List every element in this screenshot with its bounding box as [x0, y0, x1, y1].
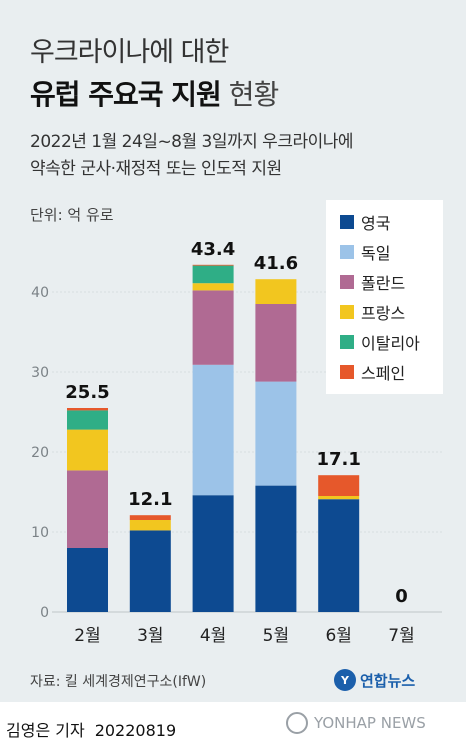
- bar-segment: [67, 410, 108, 430]
- legend-label: 독일: [361, 244, 391, 263]
- bar-segment: [318, 499, 360, 612]
- subtitle: 2022년 1월 24일~8월 3일까지 우크라이나에 약속한 군사·재정적 또…: [30, 129, 354, 183]
- x-tick-label: 6월: [325, 626, 351, 646]
- yonhap-logo: Y 연합뉴스: [334, 668, 415, 692]
- watermark-icon: [286, 712, 308, 734]
- bar-segment: [192, 265, 234, 284]
- x-tick-label: 3월: [137, 626, 163, 646]
- legend-label: 프랑스: [361, 304, 406, 323]
- yonhap-logo-text: 연합뉴스: [360, 671, 416, 690]
- legend-item: 영국: [340, 211, 390, 233]
- title-bold: 유럽 주요국 지원: [30, 78, 222, 111]
- title-line1: 우크라이나에 대한: [30, 37, 229, 68]
- legend-swatch: [340, 275, 354, 289]
- bar-segment: [318, 475, 360, 496]
- bar-segment: [255, 485, 297, 612]
- y-tick-label: 20: [31, 445, 49, 461]
- bar-segment: [192, 364, 234, 496]
- total-value-label: 12.1: [128, 489, 172, 510]
- title-light: 현황: [228, 78, 280, 111]
- legend-swatch: [340, 305, 354, 319]
- total-value-label: 0: [395, 586, 408, 607]
- legend-item: 폴란드: [340, 271, 405, 293]
- bar-segment: [67, 429, 108, 471]
- legend-item: 스페인: [340, 361, 405, 383]
- author: 김영은 기자: [6, 721, 85, 740]
- unit-label: 단위: 억 유로: [30, 206, 114, 224]
- byline: 김영은 기자 20220819: [6, 717, 176, 741]
- x-tick-label: 2월: [74, 626, 100, 646]
- bar-segment: [192, 495, 234, 612]
- y-tick-label: 30: [31, 365, 49, 381]
- bar-segment: [67, 470, 108, 548]
- chart-panel: 우크라이나에 대한 유럽 주요국 지원 현황 2022년 1월 24일~8월 3…: [0, 0, 466, 702]
- y-tick-label: 10: [31, 525, 49, 541]
- yonhap-logo-icon: Y: [334, 669, 356, 691]
- legend-item: 프랑스: [340, 301, 405, 323]
- subtitle-line2: 약속한 군사·재정적 또는 인도적 지원: [30, 159, 282, 179]
- legend-swatch: [340, 245, 354, 259]
- watermark: YONHAP NEWS: [286, 712, 426, 734]
- y-tick-label: 40: [31, 285, 49, 301]
- legend-label: 폴란드: [361, 274, 406, 293]
- bar-segment: [67, 548, 108, 612]
- legend-label: 스페인: [361, 364, 406, 383]
- publish-date: 20220819: [94, 721, 177, 740]
- total-value-label: 43.4: [191, 239, 235, 260]
- bar-segment: [192, 283, 234, 291]
- y-tick-label: 0: [40, 605, 49, 621]
- x-tick-label: 4월: [200, 626, 226, 646]
- total-value-label: 17.1: [316, 449, 360, 470]
- subtitle-line1: 2022년 1월 24일~8월 3일까지 우크라이나에: [30, 132, 354, 152]
- total-value-label: 41.6: [254, 253, 298, 274]
- bar-segment: [192, 290, 234, 365]
- bar-segment: [318, 496, 360, 500]
- legend: 영국 독일 폴란드 프랑스 이탈리아 스페인: [326, 200, 443, 394]
- legend-item: 이탈리아: [340, 331, 420, 353]
- bar-segment: [67, 408, 108, 411]
- legend-swatch: [340, 335, 354, 349]
- legend-swatch: [340, 365, 354, 379]
- title-line2: 유럽 주요국 지원 현황: [30, 73, 280, 113]
- x-tick-label: 7월: [388, 626, 414, 646]
- bar-segment: [129, 520, 171, 531]
- source-note: 자료: 킬 세계경제연구소(IfW): [30, 674, 207, 690]
- bar-segment: [129, 515, 171, 520]
- bar-segment: [255, 381, 297, 486]
- bar-segment: [129, 530, 171, 612]
- watermark-text: YONHAP NEWS: [314, 714, 426, 732]
- legend-label: 이탈리아: [361, 334, 420, 353]
- bar-segment: [255, 304, 297, 382]
- bar-segment: [255, 279, 297, 304]
- bar-segment: [192, 264, 234, 266]
- total-value-label: 25.5: [65, 382, 109, 403]
- legend-item: 독일: [340, 241, 390, 263]
- legend-swatch: [340, 215, 354, 229]
- legend-label: 영국: [361, 214, 391, 233]
- x-tick-label: 5월: [263, 626, 289, 646]
